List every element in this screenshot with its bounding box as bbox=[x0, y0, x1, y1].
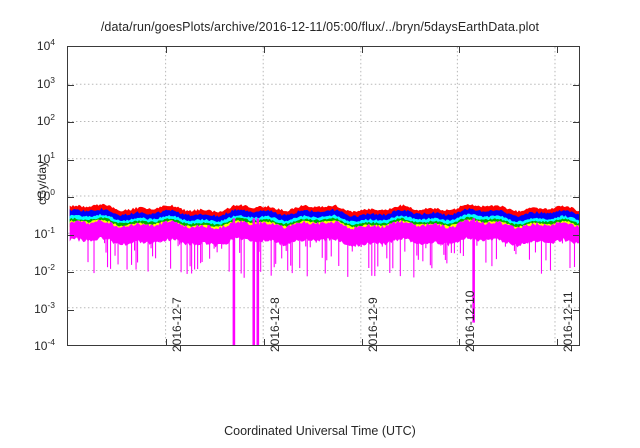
x-tick-label: 2016-12-11 bbox=[560, 291, 575, 353]
y-tick-mark bbox=[68, 122, 74, 123]
x-tick-mark bbox=[458, 47, 460, 53]
y-tick-label: 10-4 bbox=[34, 337, 55, 353]
page-title: /data/run/goesPlots/archive/2016-12-11/0… bbox=[100, 20, 540, 34]
y-tick-mark bbox=[573, 159, 579, 161]
y-tick-mark bbox=[68, 159, 74, 161]
y-tick-mark bbox=[573, 272, 579, 273]
x-tick-mark bbox=[263, 339, 265, 345]
x-axis-tick-labels: 2016-12-7 2016-12-8 2016-12-9 2016-12-10 201… bbox=[0, 291, 640, 426]
y-tick-mark bbox=[573, 309, 579, 311]
x-tick-mark bbox=[361, 339, 363, 345]
y-tick-label: 100 bbox=[36, 187, 55, 203]
x-tick-mark bbox=[556, 339, 558, 345]
x-tick-label: 2016-12-8 bbox=[267, 297, 282, 352]
x-tick-mark bbox=[263, 47, 265, 53]
y-tick-mark bbox=[573, 197, 579, 198]
y-tick-mark bbox=[68, 234, 74, 236]
y-tick-mark bbox=[573, 122, 579, 123]
x-tick-label: 2016-12-9 bbox=[365, 297, 380, 352]
x-tick-mark bbox=[458, 339, 460, 345]
y-tick-label: 10-3 bbox=[34, 299, 55, 316]
y-tick-label: 102 bbox=[36, 112, 55, 128]
y-tick-mark bbox=[68, 309, 74, 311]
x-axis-label: Coordinated Universal Time (UTC) bbox=[224, 424, 416, 438]
data-series-layer bbox=[69, 203, 579, 345]
y-tick-mark bbox=[573, 84, 579, 86]
x-tick-mark bbox=[556, 47, 558, 53]
y-tick-label: 104 bbox=[36, 37, 55, 53]
y-tick-mark bbox=[68, 84, 74, 86]
y-tick-mark bbox=[68, 272, 74, 273]
y-tick-label: 103 bbox=[36, 74, 55, 91]
plot-area bbox=[67, 46, 580, 346]
y-axis-tick-labels: 104 103 102 101 100 10-1 10-2 10-3 10-4 bbox=[0, 0, 67, 400]
y-tick-label: 101 bbox=[36, 149, 55, 166]
y-tick-label: 10-1 bbox=[34, 224, 55, 241]
y-tick-mark bbox=[68, 197, 74, 198]
y-tick-mark bbox=[573, 234, 579, 236]
x-tick-mark bbox=[361, 47, 363, 53]
x-tick-mark bbox=[165, 47, 167, 53]
x-tick-label: 2016-12-7 bbox=[169, 297, 184, 352]
y-tick-label: 10-2 bbox=[34, 262, 55, 278]
x-tick-label: 2016-12-10 bbox=[462, 290, 477, 352]
x-tick-mark bbox=[165, 339, 167, 345]
